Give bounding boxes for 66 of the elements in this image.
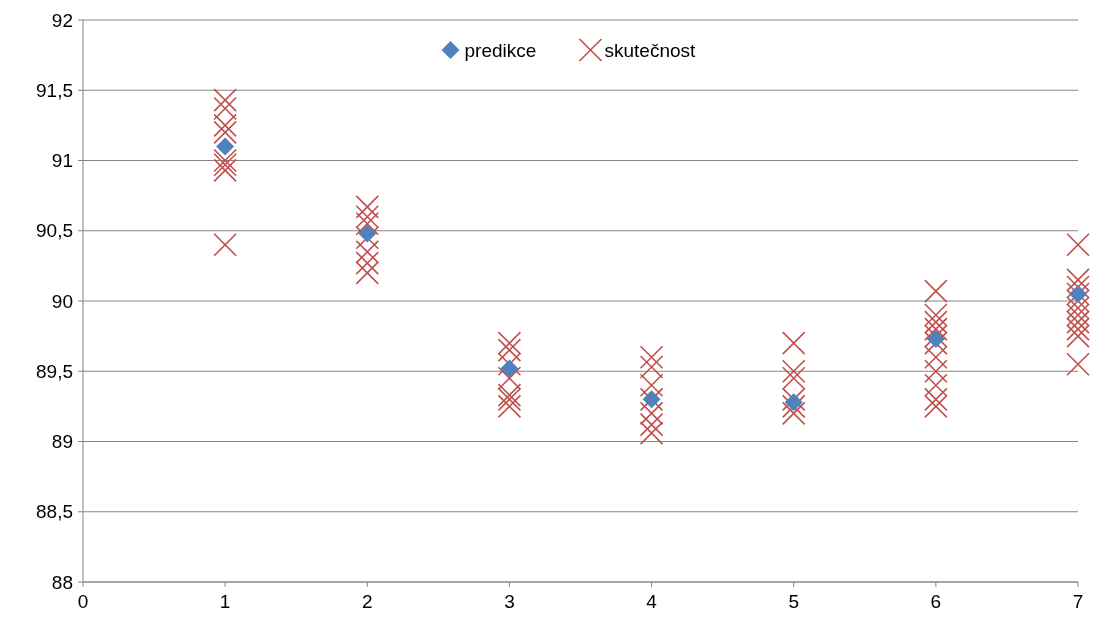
- point: [924, 303, 948, 327]
- point: [355, 195, 380, 219]
- point: [1066, 310, 1090, 334]
- point: [1066, 296, 1090, 320]
- point: [639, 355, 664, 379]
- point: [639, 345, 664, 369]
- x-tick-label: 7: [1072, 591, 1084, 612]
- point: [924, 373, 948, 398]
- point: [639, 373, 664, 398]
- legend-label: skutečnost: [604, 39, 697, 61]
- point: [1066, 303, 1090, 327]
- y-tick-label: 90,5: [36, 220, 73, 242]
- point: [781, 359, 806, 384]
- point: [1066, 268, 1090, 292]
- point: [355, 261, 380, 285]
- x-tick-label: 6: [930, 591, 942, 612]
- point: [639, 412, 664, 437]
- y-tick-label: 90: [51, 290, 73, 312]
- point: [784, 393, 803, 412]
- point: [926, 329, 945, 348]
- point: [497, 338, 522, 362]
- point: [924, 387, 948, 412]
- y-tick-label: 92: [51, 9, 73, 31]
- point: [500, 359, 519, 378]
- point: [781, 401, 806, 426]
- point: [924, 345, 948, 369]
- point: [355, 251, 380, 275]
- point: [1066, 352, 1090, 377]
- x-tick-label: 1: [219, 591, 231, 612]
- point: [355, 240, 380, 264]
- x-tick-label: 4: [646, 591, 658, 612]
- x-tick-label: 2: [362, 591, 373, 612]
- y-tick-label: 89,5: [36, 360, 73, 382]
- point: [213, 113, 237, 138]
- y-tick-label: 91: [51, 150, 73, 172]
- x-tick-label: 0: [77, 591, 89, 612]
- y-tick-label: 89: [51, 431, 73, 453]
- point: [924, 310, 948, 334]
- point: [213, 233, 237, 257]
- point: [213, 96, 237, 121]
- y-tick-label: 91,5: [36, 79, 73, 101]
- point: [781, 366, 806, 391]
- legend-label: predikce: [464, 39, 537, 61]
- point: [355, 204, 380, 229]
- point: [213, 158, 237, 183]
- point: [1066, 233, 1090, 257]
- point: [497, 331, 522, 355]
- point: [216, 137, 235, 156]
- y-tick-label: 88: [51, 571, 73, 593]
- point: [497, 387, 522, 412]
- point: [1066, 317, 1090, 341]
- point: [213, 88, 237, 112]
- y-tick-label: 88,5: [36, 501, 73, 523]
- x-tick-label: 5: [788, 591, 799, 612]
- point: [497, 394, 522, 419]
- point: [1066, 324, 1090, 348]
- point: [924, 394, 948, 419]
- point: [639, 421, 664, 445]
- point: [781, 331, 806, 355]
- point: [358, 224, 377, 243]
- point: [213, 120, 237, 145]
- point: [924, 279, 948, 303]
- point: [924, 359, 948, 384]
- x-tick-label: 3: [504, 591, 515, 612]
- point: [639, 401, 664, 426]
- point: [497, 383, 522, 407]
